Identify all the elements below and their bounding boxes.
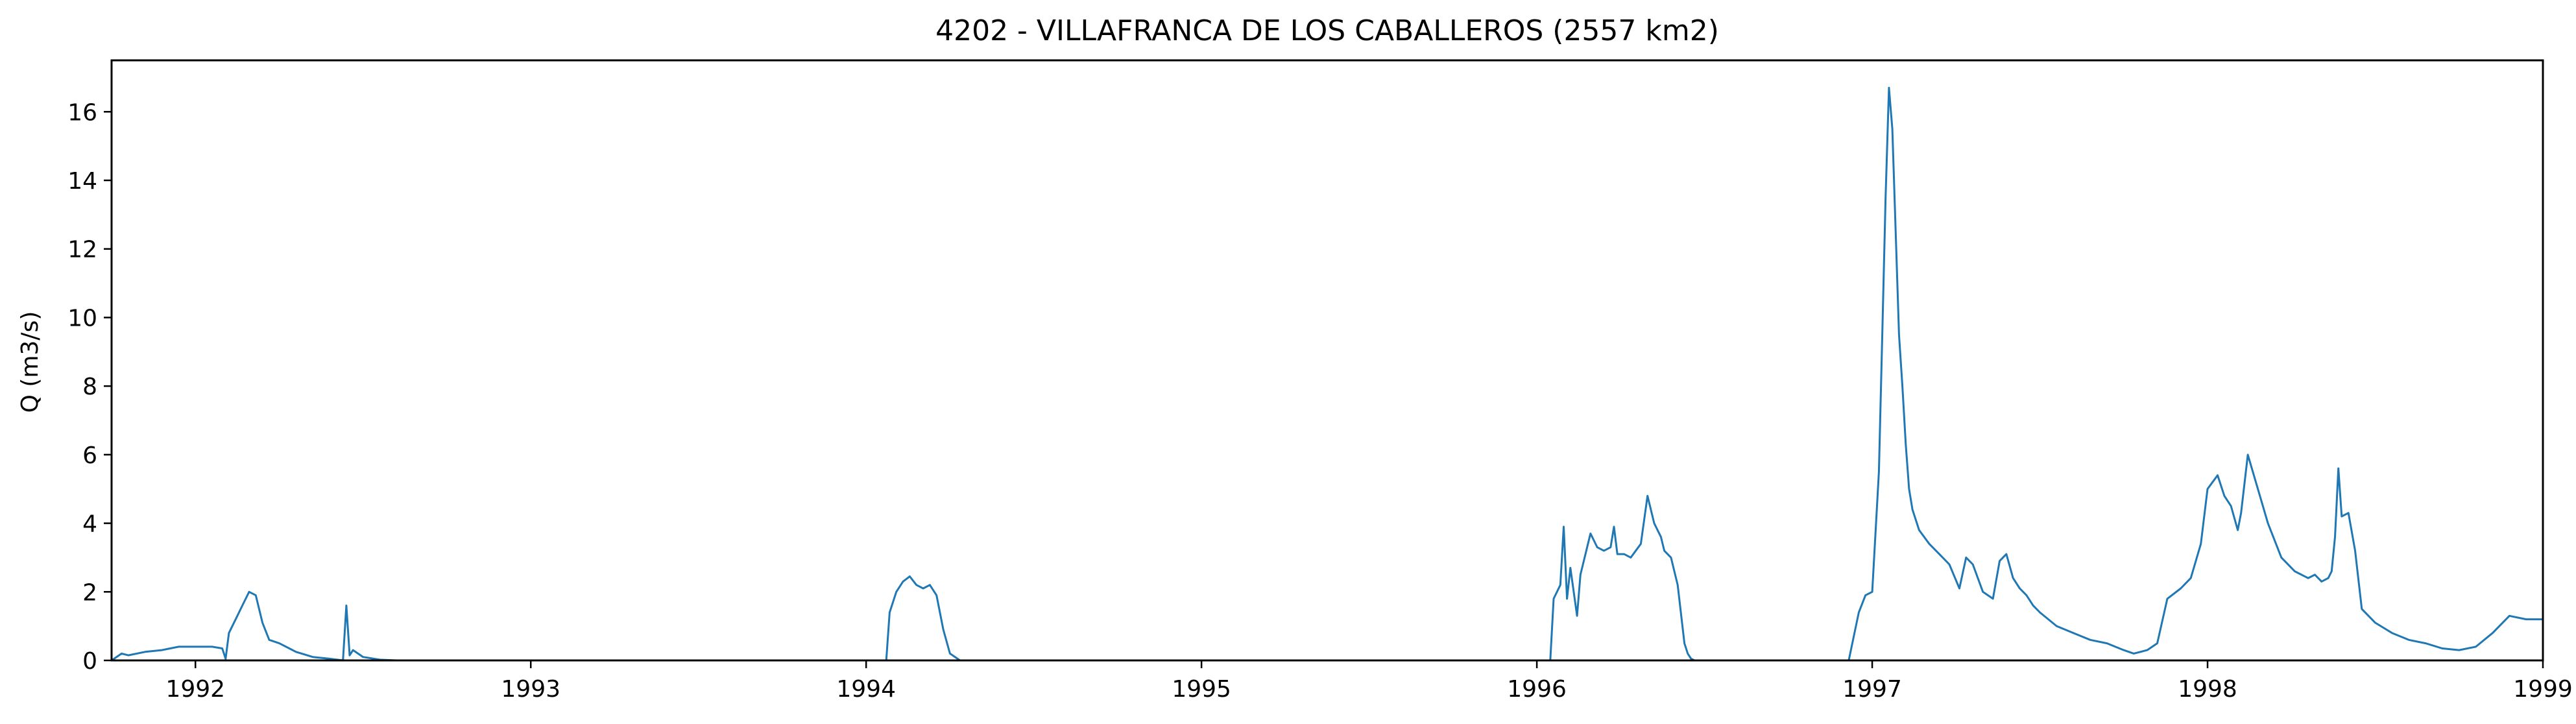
y-tick-label: 6: [82, 442, 97, 469]
x-tick-label: 1995: [1172, 676, 1231, 703]
x-tick-label: 1997: [1842, 676, 1902, 703]
discharge-series-line: [111, 86, 2543, 662]
y-tick-label: 2: [82, 579, 97, 606]
y-tick-label: 12: [67, 237, 97, 263]
x-tick-label: 1999: [2513, 676, 2573, 703]
y-axis-ticks: 0 2 4 6 8 10 12 14 16: [67, 99, 112, 675]
x-tick-label: 1993: [501, 676, 560, 703]
x-tick-label: 1996: [1507, 676, 1567, 703]
x-tick-label: 1998: [2178, 676, 2237, 703]
y-tick-label: 8: [82, 374, 97, 400]
y-tick-label: 16: [67, 99, 97, 126]
y-tick-label: 4: [82, 511, 97, 538]
y-tick-label: 0: [82, 648, 97, 675]
x-axis-ticks: 1992 1993 1994 1995 1996 1997 1998 1999: [165, 660, 2573, 703]
chart-title: 4202 - VILLAFRANCA DE LOS CABALLEROS (25…: [935, 14, 1719, 47]
x-tick-label: 1994: [836, 676, 896, 703]
y-tick-label: 14: [67, 168, 97, 195]
y-axis-label: Q (m3/s): [17, 311, 43, 413]
plot-area: [110, 59, 2544, 662]
plot-frame: [110, 59, 2544, 662]
y-tick-label: 10: [67, 305, 97, 332]
x-tick-label: 1992: [165, 676, 225, 703]
